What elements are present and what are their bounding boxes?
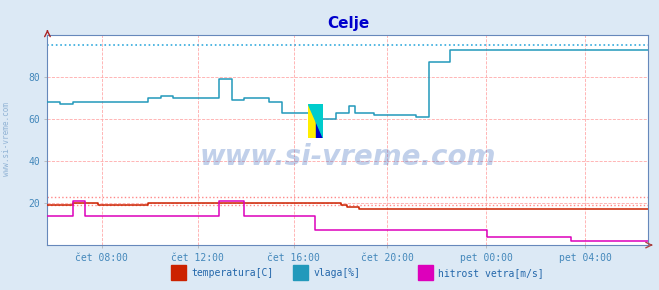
- Text: www.si-vreme.com: www.si-vreme.com: [200, 143, 496, 171]
- Polygon shape: [308, 104, 323, 138]
- Bar: [308, 104, 316, 138]
- Text: temperatura[C]: temperatura[C]: [191, 268, 273, 278]
- Text: www.si-vreme.com: www.si-vreme.com: [2, 102, 11, 176]
- Text: vlaga[%]: vlaga[%]: [313, 268, 360, 278]
- Title: Celje: Celje: [327, 16, 369, 31]
- Bar: [316, 104, 323, 138]
- Text: hitrost vetra[m/s]: hitrost vetra[m/s]: [438, 268, 544, 278]
